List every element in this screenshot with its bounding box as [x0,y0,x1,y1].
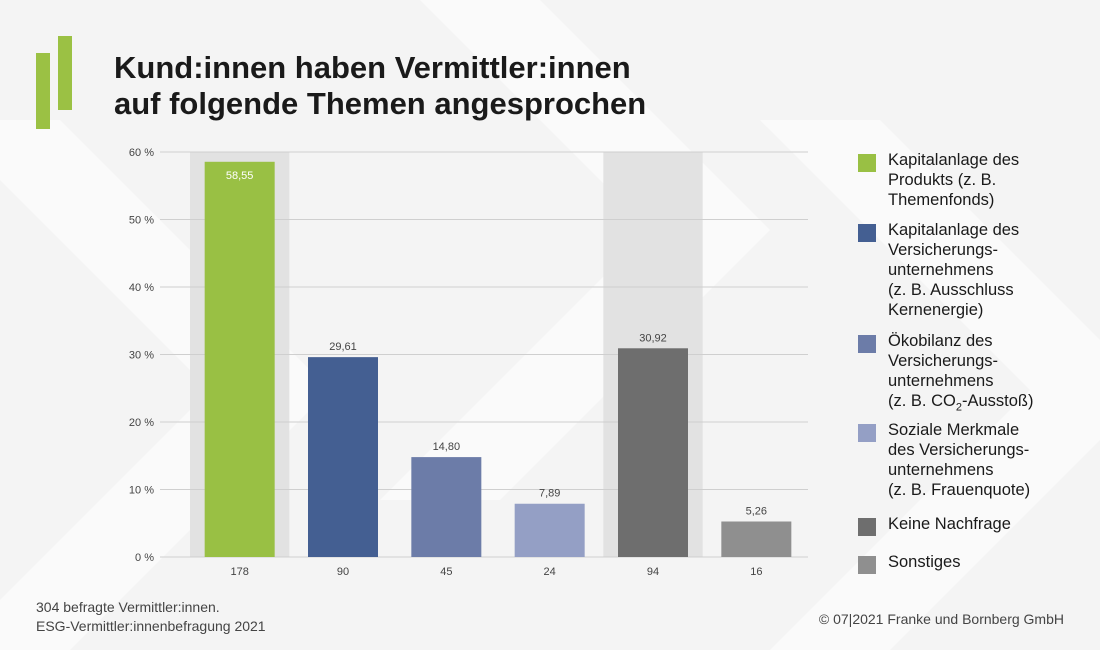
chart-title-line1: Kund:innen haben Vermittler:innen [114,50,631,85]
legend-swatch [858,154,876,172]
x-tick-label: 45 [440,566,452,578]
legend-swatch [858,224,876,242]
legend-swatch [858,556,876,574]
y-tick-label: 10 % [129,485,154,497]
legend-swatch [858,335,876,353]
data-label: 5,26 [746,505,767,517]
bar [411,457,482,557]
legend-label: Soziale Merkmale des Versicherungs- unte… [888,421,1031,499]
chart-title: Kund:innen haben Vermittler:innen auf fo… [114,50,814,122]
bar [204,161,275,557]
data-label: 7,89 [539,488,560,500]
legend-label: Sonstiges [888,553,961,571]
brand-logo [36,36,76,131]
footnote: 304 befragte Vermittler:innen. ESG-Vermi… [36,598,266,636]
bar [721,521,792,557]
legend-label: Kapitalanlage des Versicherungs- unterne… [888,221,1020,319]
footnote-sample-size: 304 befragte Vermittler:innen. [36,599,220,615]
x-tick-label: 90 [337,566,349,578]
data-label: 58,55 [226,170,254,182]
legend-swatch [858,424,876,442]
data-label: 30,92 [639,332,667,344]
footnote-source: ESG-Vermittler:innenbefragung 2021 [36,618,266,634]
x-tick-label: 16 [750,566,762,578]
y-tick-label: 30 % [129,350,154,362]
y-tick-label: 60 % [129,147,154,159]
logo-bar-right [58,36,72,110]
y-tick-label: 0 % [135,552,154,564]
legend-label-text: Ökobilanz des Versicherungs- unternehmen… [888,332,999,410]
chart-title-line2: auf folgende Themen angesprochen [114,86,647,121]
legend-label-text-end: -Ausstoß) [961,392,1034,410]
legend-label: Ökobilanz des Versicherungs- unternehmen… [888,331,1088,417]
x-tick-label: 24 [544,566,556,578]
y-tick-label: 20 % [129,417,154,429]
bar [308,357,378,557]
legend-label-subscript: 2 [955,401,962,414]
bar [514,503,585,557]
data-label: 29,61 [329,341,357,353]
data-label: 14,80 [433,441,461,453]
y-tick-label: 40 % [129,282,154,294]
bar [618,348,688,557]
x-tick-label: 178 [230,566,248,578]
x-tick-label: 94 [647,566,659,578]
logo-bar-left [36,53,50,129]
y-tick-label: 50 % [129,215,154,227]
legend-label: Keine Nachfrage [888,515,1011,533]
legend-label: Kapitalanlage des Produkts (z. B. Themen… [888,151,1020,209]
copyright-notice: © 07|2021 Franke und Bornberg GmbH [818,611,1064,627]
legend-swatch [858,518,876,536]
